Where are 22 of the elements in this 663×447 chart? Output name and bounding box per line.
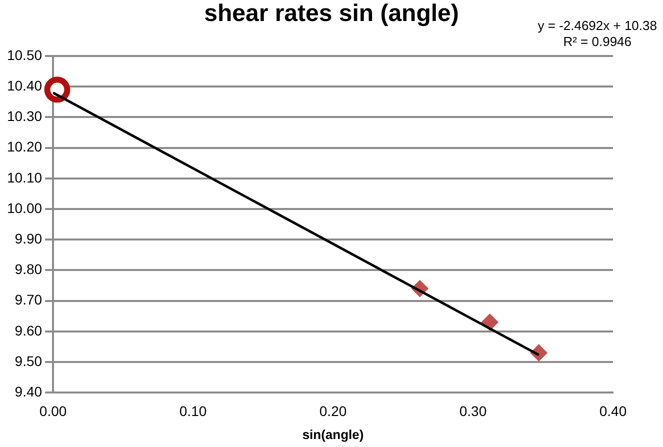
point	[44, 76, 70, 103]
y-tick-label: 9.90	[14, 230, 42, 246]
y-tick-label: 10.30	[6, 108, 42, 124]
y-tick-label: 9.50	[14, 352, 42, 369]
x-tick-label: 0.00	[39, 402, 67, 419]
y-tick-label: 9.60	[14, 322, 42, 338]
y-tick-label: 10.00	[6, 200, 42, 216]
x-tick-label: 0.20	[319, 402, 347, 419]
x-axis-title: sin(angle)	[302, 426, 364, 442]
y-tick-label: 9.70	[14, 292, 42, 308]
y-tick-label: 10.40	[6, 77, 42, 94]
y-tick-label: 10.50	[6, 46, 42, 63]
text: R² = 0.9946	[562, 34, 633, 50]
text: y = -2.4692x + 10.38	[538, 18, 657, 34]
x-tick-label: 0.40	[599, 402, 627, 419]
y-tick-label: 9.40	[14, 383, 42, 400]
x-tick-label: 0.10	[179, 402, 207, 419]
y-tick-label: 9.80	[14, 261, 42, 278]
chart-title: shear rates sin (angle)	[204, 0, 459, 27]
x-tick-label: 0.30	[459, 402, 487, 419]
y-tick-label: 10.10	[6, 169, 42, 186]
y-tick-label: 10.20	[6, 138, 42, 155]
